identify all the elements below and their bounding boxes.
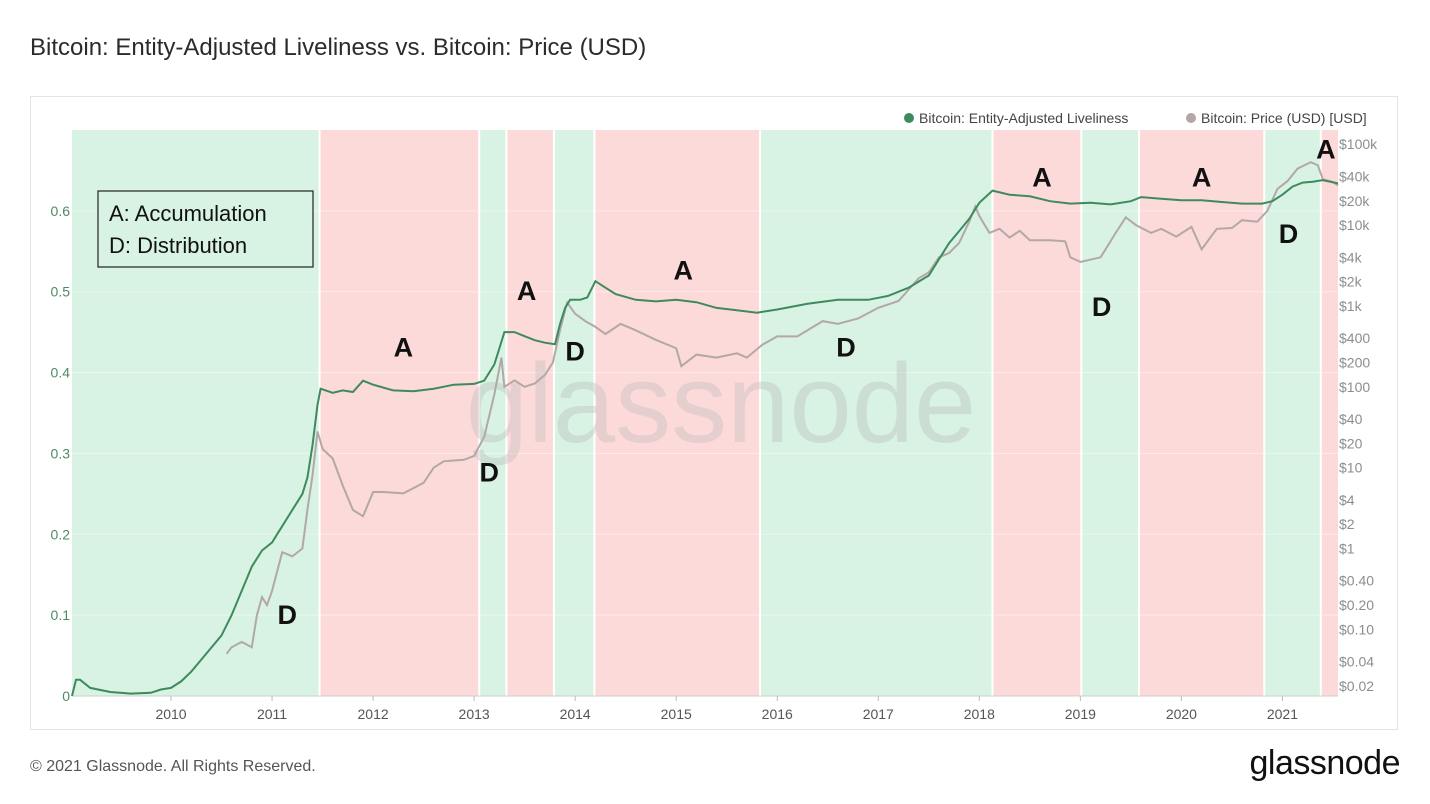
phase-region-red <box>1138 130 1265 696</box>
x-tick-label: 2015 <box>661 706 692 722</box>
right-tick-label: $400 <box>1339 330 1370 346</box>
right-tick-label: $0.04 <box>1339 654 1374 670</box>
x-tick-label: 2011 <box>257 706 287 722</box>
accumulation-label: A <box>1032 163 1052 193</box>
key-box-frame <box>97 190 314 268</box>
right-tick-label: $100 <box>1339 379 1370 395</box>
right-tick-label: $0.40 <box>1339 573 1374 589</box>
legend-label: Bitcoin: Entity-Adjusted Liveliness <box>919 110 1128 126</box>
phase-region-green <box>1081 130 1139 696</box>
right-tick-label: $0.20 <box>1339 597 1374 613</box>
right-tick-label: $2k <box>1339 274 1363 290</box>
phase-region-green <box>553 130 595 696</box>
left-tick-label: 0.6 <box>51 203 71 219</box>
phase-region-red <box>992 130 1082 696</box>
legend-label: Bitcoin: Price (USD) [USD] <box>1201 110 1367 126</box>
accumulation-label: A <box>1192 163 1212 193</box>
right-tick-label: $0.02 <box>1339 678 1374 694</box>
phase-region-red <box>1320 130 1338 696</box>
accumulation-label: A <box>394 332 414 362</box>
right-tick-label: $40 <box>1339 411 1363 427</box>
phase-region-red <box>506 130 554 696</box>
phase-region-green <box>760 130 993 696</box>
left-tick-label: 0.5 <box>51 284 71 300</box>
chart: glassnode 0 0.1 0.2 0.3 0.4 0.5 0.6 $0.02 $0.04… <box>51 110 1379 722</box>
watermark: glassnode <box>466 341 977 466</box>
x-tick-label: 2010 <box>155 706 186 722</box>
right-tick-label: $200 <box>1339 354 1370 370</box>
price-series <box>225 161 1339 655</box>
legend-marker <box>904 113 914 123</box>
right-y-axis: $0.02 $0.04 $0.10 $0.20 $0.40 $1 $2 $4 $10 $20 $40… <box>1339 136 1378 694</box>
price-line <box>225 161 1339 655</box>
phase-region-green <box>479 130 507 696</box>
x-tick-label: 2014 <box>560 706 591 722</box>
gridlines <box>72 210 1338 697</box>
right-tick-label: $20k <box>1339 193 1370 209</box>
key-box-entry: A: Accumulation <box>109 201 267 226</box>
right-tick-label: $1 <box>1339 541 1355 557</box>
distribution-label: D <box>480 458 500 488</box>
x-tick-label: 2012 <box>358 706 389 722</box>
right-tick-label: $4 <box>1339 492 1355 508</box>
right-tick-label: $10k <box>1339 217 1370 233</box>
x-tick-label: 2016 <box>762 706 793 722</box>
right-tick-label: $4k <box>1339 249 1363 265</box>
phase-region-red <box>594 130 761 696</box>
left-tick-label: 0.3 <box>51 445 71 461</box>
phase-regions <box>72 130 1338 696</box>
liveliness-line <box>71 179 1339 697</box>
x-tick-label: 2018 <box>964 706 995 722</box>
right-tick-label: $100k <box>1339 136 1378 152</box>
left-tick-label: 0.1 <box>51 607 71 623</box>
brand-logo: glassnode <box>1249 744 1400 782</box>
x-tick-label: 2017 <box>863 706 894 722</box>
x-tick-label: 2020 <box>1166 706 1197 722</box>
left-tick-label: 0.4 <box>51 365 71 381</box>
right-tick-label: $0.10 <box>1339 621 1374 637</box>
chart-card: glassnode 0 0.1 0.2 0.3 0.4 0.5 0.6 $0.02 $0.04… <box>30 96 1398 730</box>
x-tick-label: 2021 <box>1267 706 1298 722</box>
liveliness-series <box>71 179 1339 697</box>
legend: Bitcoin: Entity-Adjusted Liveliness Bitco… <box>904 110 1367 126</box>
phase-region-red <box>319 130 480 696</box>
left-y-axis: 0 0.1 0.2 0.3 0.4 0.5 0.6 <box>51 203 71 704</box>
right-tick-label: $20 <box>1339 435 1363 451</box>
key-box: A: Accumulation D: Distribution <box>97 190 314 268</box>
right-tick-label: $2 <box>1339 516 1355 532</box>
right-tick-label: $40k <box>1339 168 1370 184</box>
distribution-label: D <box>836 332 856 362</box>
x-axis: 2010 2011 2012 2013 2014 2015 2016 2017 2018 2019… <box>155 696 1298 722</box>
page-title: Bitcoin: Entity-Adjusted Liveliness vs. … <box>30 34 647 61</box>
distribution-label: D <box>1279 219 1299 249</box>
accumulation-label: A <box>1316 134 1336 164</box>
distribution-label: D <box>1092 292 1112 322</box>
left-tick-label: 0.2 <box>51 526 71 542</box>
key-box-entry: D: Distribution <box>109 233 247 258</box>
distribution-label: D <box>277 600 297 630</box>
legend-marker <box>1186 113 1196 123</box>
accumulation-label: A <box>517 276 537 306</box>
x-tick-label: 2013 <box>459 706 490 722</box>
copyright: © 2021 Glassnode. All Rights Reserved. <box>30 758 316 775</box>
right-tick-label: $1k <box>1339 298 1363 314</box>
accumulation-label: A <box>674 256 694 286</box>
right-tick-label: $10 <box>1339 460 1363 476</box>
left-tick-label: 0 <box>62 688 70 704</box>
distribution-label: D <box>565 336 585 366</box>
phase-region-green <box>1264 130 1321 696</box>
x-tick-label: 2019 <box>1065 706 1096 722</box>
